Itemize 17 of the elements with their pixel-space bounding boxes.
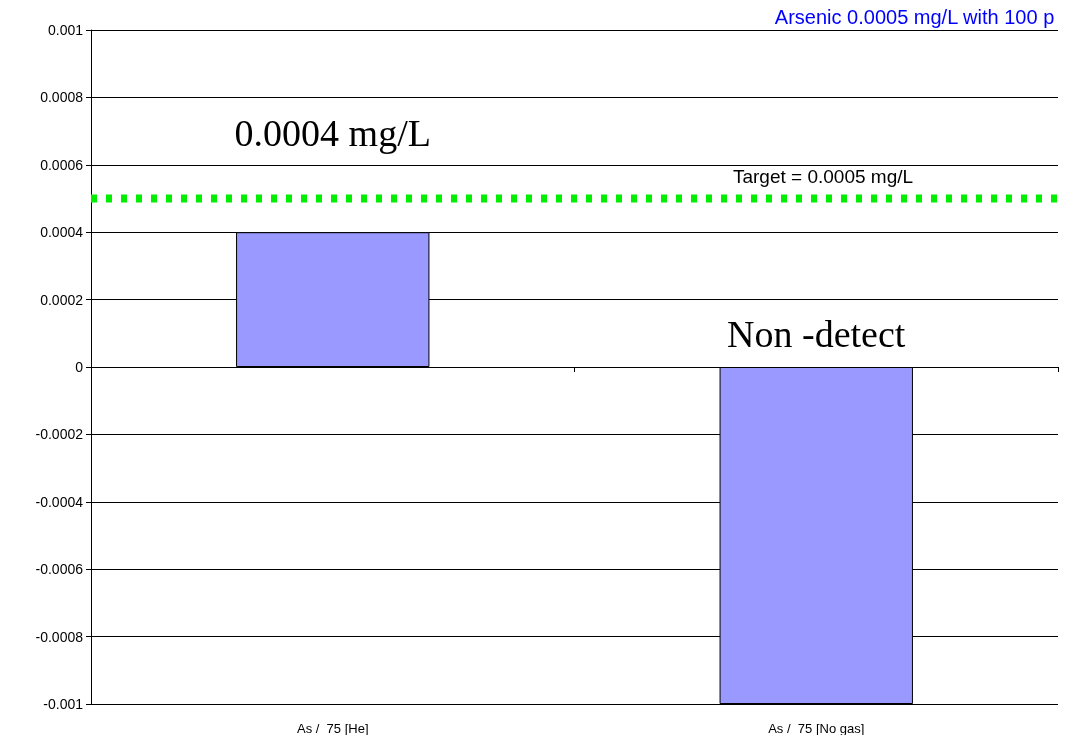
y-tick-label: -0.0006 bbox=[35, 561, 84, 578]
x-tick-label: As / 75 [He] bbox=[296, 721, 369, 736]
data-label: 0.0004 mg/L bbox=[234, 112, 431, 155]
y-tick-label: 0.0008 bbox=[40, 89, 84, 106]
y-tick-label: -0.0002 bbox=[35, 426, 84, 443]
y-tick-label: -0.0004 bbox=[35, 493, 84, 510]
y-tick-label: 0.0006 bbox=[40, 156, 84, 173]
x-tick-label: As / 75 [No gas] bbox=[768, 721, 865, 736]
y-tick-label: 0 bbox=[75, 359, 84, 375]
y-tick-label: -0.001 bbox=[43, 696, 84, 712]
y-tick-label: 0.0002 bbox=[40, 291, 84, 308]
y-tick-label: 0.001 bbox=[47, 22, 84, 38]
y-tick-label: -0.0008 bbox=[35, 628, 84, 645]
data-label: Non -detect bbox=[727, 313, 906, 355]
ref-line-label: Target = 0.0005 mg/L bbox=[732, 165, 914, 187]
chart-title: Arsenic 0.0005 mg/L with 100 p bbox=[774, 6, 1055, 28]
y-tick-label: 0.0004 bbox=[40, 224, 84, 241]
